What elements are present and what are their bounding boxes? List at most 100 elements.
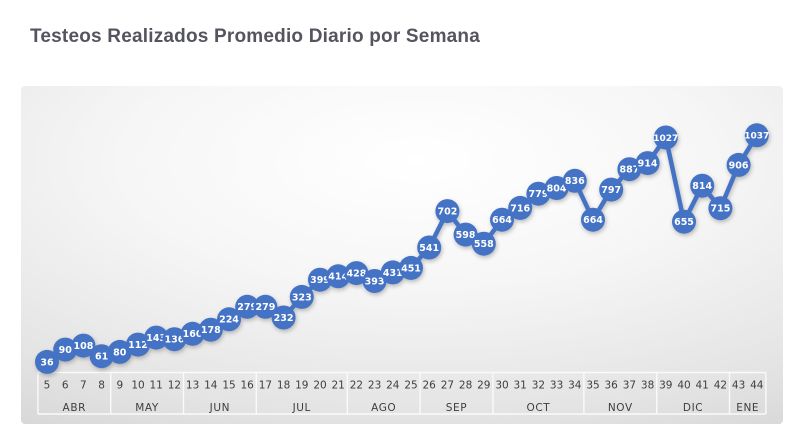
data-point-label: 323 (292, 292, 312, 303)
data-point-marker (362, 269, 387, 293)
week-tick-label: 40 (677, 380, 690, 392)
weekly-tests-line-chart: 5 6 7 8 ABR 9 10 11 12 MAY 13 14 15 16 JUN 17 18 19 20 21 JU… (35, 123, 769, 415)
data-point-label: 797 (601, 185, 621, 196)
data-point-label: 451 (401, 263, 421, 274)
data-point-label: 178 (201, 325, 221, 336)
data-point-label: 143 (146, 333, 166, 344)
data-point-label: 1037 (744, 132, 769, 142)
week-tick-label: 24 (386, 380, 400, 392)
data-point-label: 541 (419, 243, 439, 254)
month-label: JUL (292, 402, 311, 414)
data-point-marker (89, 344, 114, 369)
data-point-marker (162, 327, 187, 352)
data-point-marker (617, 157, 642, 182)
week-tick-label: 34 (568, 380, 582, 392)
week-tick-label: 18 (277, 380, 290, 392)
data-point-marker (544, 176, 569, 200)
month-label: MAY (135, 402, 159, 414)
month-label: SEP (446, 402, 467, 414)
data-point-marker (71, 333, 96, 358)
data-point-label: 716 (510, 203, 530, 214)
month-label: NOV (608, 402, 633, 414)
data-point-marker (726, 152, 751, 177)
data-point-marker (490, 207, 514, 232)
data-point-label: 399 (310, 275, 330, 286)
data-point-marker (581, 207, 605, 232)
week-tick-label: 13 (186, 380, 199, 392)
data-point-marker (672, 209, 696, 234)
data-point-marker (235, 294, 260, 319)
data-point-marker (471, 231, 496, 256)
data-point-label: 702 (437, 207, 457, 218)
data-point-marker (653, 125, 678, 150)
week-tick-label: 31 (514, 380, 527, 392)
data-point-label: 1027 (653, 134, 678, 144)
week-tick-label: 36 (605, 380, 619, 392)
week-tick-label: 22 (350, 380, 363, 392)
data-point-label: 160 (183, 329, 203, 340)
data-point-marker (35, 349, 59, 374)
week-tick-label: 43 (732, 380, 745, 392)
month-label: JUN (209, 402, 230, 414)
week-tick-label: 30 (495, 380, 508, 392)
data-point-label: 428 (346, 269, 366, 280)
week-tick-label: 26 (423, 380, 437, 392)
data-point-marker (635, 151, 660, 176)
week-tick-label: 21 (332, 380, 345, 392)
week-tick-label: 35 (586, 380, 599, 392)
week-tick-label: 38 (641, 380, 654, 392)
week-tick-label: 16 (241, 380, 255, 392)
data-point-label: 61 (95, 352, 108, 363)
week-tick-label: 41 (696, 380, 709, 392)
week-tick-label: 23 (368, 380, 381, 392)
week-tick-label: 9 (116, 380, 123, 392)
data-point-marker (253, 294, 278, 319)
week-tick-label: 11 (150, 380, 163, 392)
week-tick-label: 8 (98, 380, 105, 392)
data-point-label: 664 (492, 215, 512, 226)
month-label: ENE (736, 402, 759, 414)
data-point-marker (126, 332, 150, 357)
data-point-marker (107, 339, 132, 364)
week-tick-label: 19 (295, 380, 308, 392)
week-tick-label: 25 (404, 380, 417, 392)
data-point-label: 836 (565, 176, 585, 187)
data-point-label: 414 (328, 272, 348, 283)
week-tick-label: 12 (168, 380, 181, 392)
data-point-marker (144, 325, 169, 350)
data-point-marker (308, 267, 332, 292)
data-point-marker (399, 255, 423, 280)
month-label: DIC (683, 402, 703, 414)
week-tick-label: 14 (204, 380, 218, 392)
data-point-marker (198, 317, 223, 342)
data-point-marker (217, 307, 241, 332)
chart-panel: 5 6 7 8 ABR 9 10 11 12 MAY 13 14 15 16 JUN 17 18 19 20 21 JU… (21, 86, 783, 424)
data-point-marker (562, 168, 587, 193)
data-point-marker (435, 199, 460, 224)
data-point-marker (326, 264, 351, 289)
data-point-label: 232 (274, 313, 294, 324)
week-tick-label: 28 (459, 380, 472, 392)
week-tick-label: 44 (750, 380, 764, 392)
data-point-label: 887 (619, 165, 639, 176)
data-point-label: 779 (528, 189, 548, 200)
data-point-marker (508, 195, 533, 220)
week-tick-label: 5 (44, 380, 51, 392)
data-point-label: 36 (40, 357, 54, 368)
data-point-marker (380, 260, 405, 285)
data-point-label: 90 (59, 345, 73, 356)
data-point-label: 664 (583, 215, 603, 226)
data-point-label: 431 (383, 268, 403, 279)
data-point-marker (271, 305, 296, 330)
week-tick-label: 37 (623, 380, 636, 392)
data-point-label: 814 (692, 181, 712, 192)
data-point-label: 598 (456, 230, 476, 241)
data-point-label: 80 (113, 347, 127, 358)
data-point-label: 108 (73, 341, 93, 352)
data-point-label: 906 (729, 160, 749, 171)
data-point-marker (180, 321, 205, 346)
data-point-label: 804 (547, 183, 567, 194)
data-point-marker (526, 181, 551, 206)
